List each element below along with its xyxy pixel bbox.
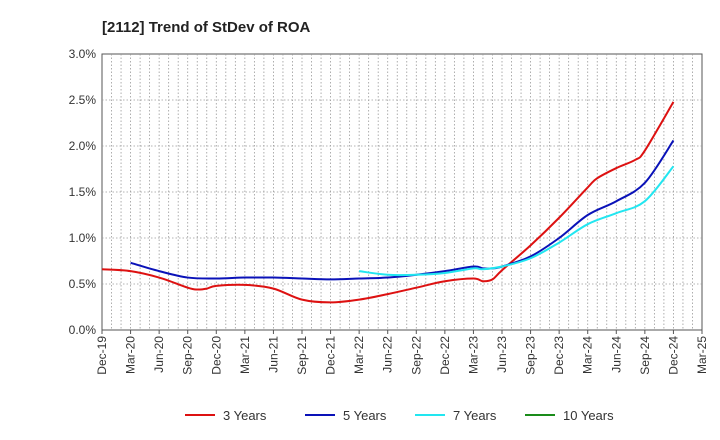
legend-label-3-years: 3 Years xyxy=(223,408,267,423)
legend-label-5-years: 5 Years xyxy=(343,408,387,423)
x-tick-label: Sep-24 xyxy=(638,336,652,375)
x-tick-label: Mar-23 xyxy=(466,336,480,374)
series-line-3-years xyxy=(101,101,675,304)
x-tick-label: Mar-21 xyxy=(238,336,252,374)
x-tick-label: Jun-21 xyxy=(266,336,280,373)
x-axis: Dec-19 Mar-20 Jun-20 Sep-20 Dec-20 Mar-21 Jun-… xyxy=(95,330,709,375)
legend: 3 Years 5 Years 7 Years 10 Years xyxy=(185,408,614,423)
y-tick-label: 3.0% xyxy=(69,47,97,61)
y-tick-label: 0.0% xyxy=(69,323,97,337)
series-line-7-years xyxy=(359,165,675,277)
x-tick-label: Jun-20 xyxy=(152,336,166,373)
x-tick-label: Sep-20 xyxy=(181,336,195,375)
x-tick-label: Jun-23 xyxy=(495,336,509,373)
x-tick-label: Dec-21 xyxy=(324,336,338,375)
x-tick-label: Mar-25 xyxy=(695,336,709,374)
series-lines xyxy=(101,101,675,304)
y-tick-label: 2.5% xyxy=(69,93,97,107)
y-tick-label: 0.5% xyxy=(69,277,97,291)
x-tick-label: Mar-22 xyxy=(352,336,366,374)
x-tick-label: Mar-20 xyxy=(124,336,138,374)
y-tick-label: 2.0% xyxy=(69,139,97,153)
x-tick-label: Jun-24 xyxy=(609,336,623,373)
x-tick-label: Jun-22 xyxy=(381,336,395,373)
plot-area xyxy=(101,53,703,331)
x-tick-label: Dec-24 xyxy=(666,336,680,375)
x-tick-label: Dec-20 xyxy=(209,336,223,375)
plot-frame xyxy=(101,53,703,331)
series-line-5-years xyxy=(130,139,675,281)
x-tick-label: Sep-23 xyxy=(524,336,538,375)
legend-label-10-years: 10 Years xyxy=(563,408,614,423)
x-tick-label: Dec-19 xyxy=(95,336,109,375)
y-tick-label: 1.0% xyxy=(69,231,97,245)
legend-label-7-years: 7 Years xyxy=(453,408,497,423)
y-tick-label: 1.5% xyxy=(69,185,97,199)
y-axis: 0.0% 0.5% 1.0% 1.5% 2.0% 2.5% 3.0% xyxy=(69,47,97,337)
chart-title: [2112] Trend of StDev of ROA xyxy=(102,19,311,36)
x-tick-label: Sep-22 xyxy=(409,336,423,375)
x-tick-label: Mar-24 xyxy=(581,336,595,374)
x-tick-label: Sep-21 xyxy=(295,336,309,375)
x-tick-label: Dec-22 xyxy=(438,336,452,375)
x-tick-label: Dec-23 xyxy=(552,336,566,375)
grid xyxy=(102,54,702,330)
